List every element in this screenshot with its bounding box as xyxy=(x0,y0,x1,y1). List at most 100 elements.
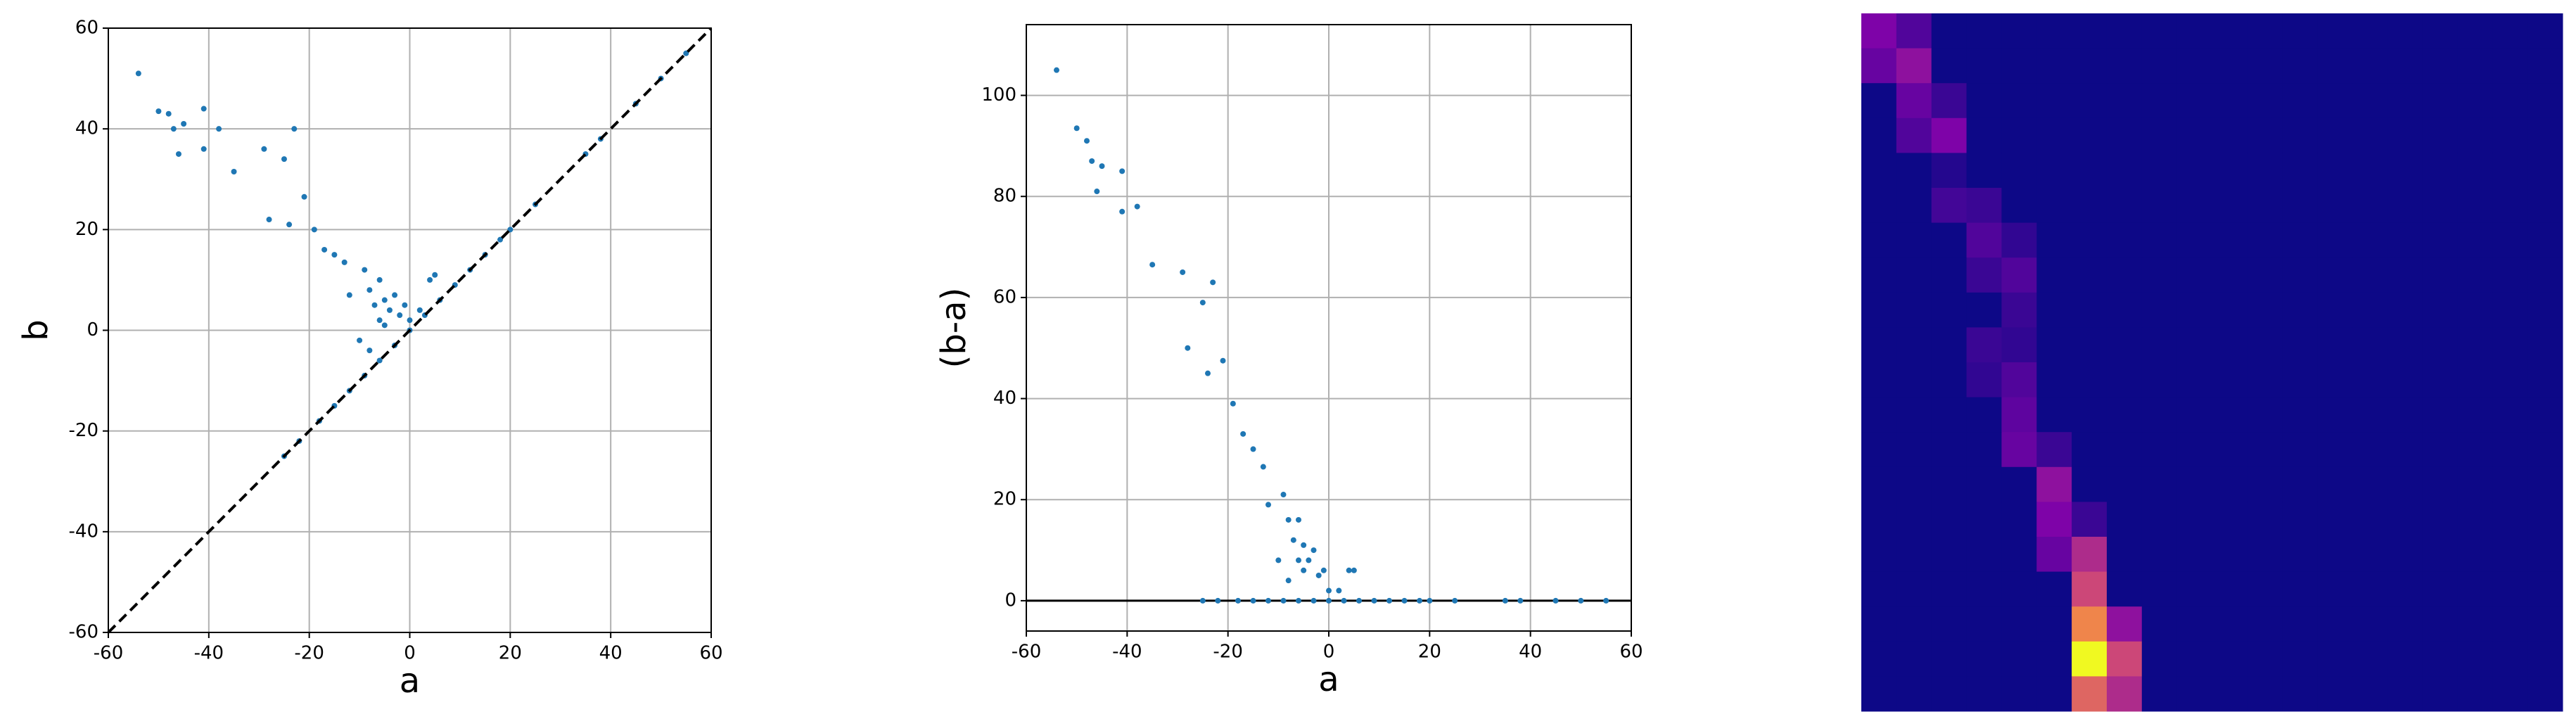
point xyxy=(1265,597,1271,604)
heatmap-cell xyxy=(2036,13,2072,49)
heatmap-cell xyxy=(2527,676,2563,712)
heatmap-cell xyxy=(2422,83,2458,119)
heatmap-cell xyxy=(1896,257,1932,293)
heatmap-cell xyxy=(2176,502,2212,537)
heatmap-cell xyxy=(2492,362,2528,398)
heatmap-cell xyxy=(2457,48,2493,84)
point xyxy=(1230,400,1236,407)
heatmap-cell xyxy=(1931,606,1968,642)
heatmap-cell xyxy=(2247,13,2283,49)
point xyxy=(1311,597,1317,604)
heatmap-cell xyxy=(2352,117,2388,153)
x-tick-label: -60 xyxy=(1012,642,1041,663)
heatmap-cell xyxy=(1966,222,2002,258)
heatmap-cell xyxy=(2001,257,2037,293)
point xyxy=(1296,597,1301,604)
heatmap-cell xyxy=(1861,432,1897,468)
heatmap-cell xyxy=(1896,13,1932,49)
axes-frame xyxy=(1026,24,1632,632)
heatmap-cell xyxy=(2527,362,2563,398)
heatmap-cell xyxy=(1931,432,1968,468)
heatmap-cell xyxy=(1861,257,1897,293)
heatmap-cell xyxy=(2036,466,2072,502)
point xyxy=(301,193,307,200)
heatmap-cell xyxy=(1966,48,2002,84)
heatmap-cell xyxy=(1861,48,1897,84)
heatmap-cell xyxy=(2527,117,2563,153)
x-tick-label: 60 xyxy=(1619,642,1643,663)
heatmap-cell xyxy=(2106,676,2143,712)
y-tick-label: 100 xyxy=(981,84,1016,106)
heatmap-cell xyxy=(2036,537,2072,573)
heatmap-cell xyxy=(2212,257,2247,293)
x-axis-label: a xyxy=(1318,660,1339,699)
heatmap-cell xyxy=(2317,537,2353,573)
point xyxy=(1371,597,1377,604)
heatmap-cell xyxy=(1966,153,2002,189)
point xyxy=(1084,138,1090,144)
heatmap-cell xyxy=(2492,117,2528,153)
heatmap-cell xyxy=(2212,641,2247,677)
point xyxy=(1296,557,1301,563)
axes-frame xyxy=(108,27,712,633)
point xyxy=(376,357,383,364)
point xyxy=(1073,125,1080,132)
heatmap-cell xyxy=(2212,432,2247,468)
point xyxy=(376,317,383,324)
point xyxy=(1346,567,1352,573)
y-tick-label: 20 xyxy=(993,489,1016,510)
point xyxy=(1185,345,1191,351)
heatmap-cell xyxy=(2036,188,2072,224)
heatmap-cell xyxy=(2282,327,2318,363)
point xyxy=(1296,516,1301,523)
heatmap-cell xyxy=(2001,188,2037,224)
heatmap-cell xyxy=(2212,362,2247,398)
heatmap-cell xyxy=(2212,537,2247,573)
heatmap-cell xyxy=(2141,502,2178,537)
point xyxy=(376,276,383,283)
heatmap-cell xyxy=(2492,13,2528,49)
heatmap-cell xyxy=(2106,257,2143,293)
heatmap-cell xyxy=(2141,13,2178,49)
heatmap-cell xyxy=(2072,48,2108,84)
heatmap-cell xyxy=(2317,257,2353,293)
heatmap-cell xyxy=(2317,676,2353,712)
heatmap-cell xyxy=(2212,13,2247,49)
heatmap-cell xyxy=(2492,676,2528,712)
x-tick-label: -40 xyxy=(194,643,224,664)
heatmap-cell xyxy=(2492,641,2528,677)
heatmap-cell xyxy=(2176,676,2212,712)
heatmap-cell xyxy=(2001,397,2037,433)
heatmap-cell xyxy=(1861,676,1897,712)
heatmap-cell xyxy=(2072,327,2108,363)
heatmap-cell xyxy=(2422,153,2458,189)
heatmap-cell xyxy=(2072,397,2108,433)
heatmap-cell xyxy=(1896,327,1932,363)
heatmap-cell xyxy=(2492,222,2528,258)
point xyxy=(1275,557,1282,563)
heatmap-cell xyxy=(1966,571,2002,607)
heatmap-cell xyxy=(2106,362,2143,398)
point xyxy=(1301,542,1307,548)
heatmap-cell xyxy=(1966,292,2002,328)
heatmap-cell xyxy=(2001,432,2037,468)
heatmap-cell xyxy=(2176,188,2212,224)
heatmap-cell xyxy=(2317,502,2353,537)
heatmap-cell xyxy=(2352,83,2388,119)
heatmap-cell xyxy=(2001,153,2037,189)
heatmap-cell xyxy=(1861,117,1897,153)
heatmap-cell xyxy=(2492,327,2528,363)
point xyxy=(1285,578,1292,584)
heatmap-cell xyxy=(2527,13,2563,49)
point xyxy=(1265,502,1271,508)
heatmap-cell xyxy=(1861,362,1897,398)
heatmap-cell xyxy=(1931,257,1968,293)
heatmap-cell xyxy=(2212,153,2247,189)
heatmap-cell xyxy=(2317,397,2353,433)
heatmap-cell xyxy=(2527,432,2563,468)
heatmap-cell xyxy=(2282,641,2318,677)
heatmap-cell xyxy=(2001,362,2037,398)
heatmap-cell xyxy=(2527,606,2563,642)
heatmap-cell xyxy=(2282,117,2318,153)
heatmap-cell xyxy=(1966,362,2002,398)
